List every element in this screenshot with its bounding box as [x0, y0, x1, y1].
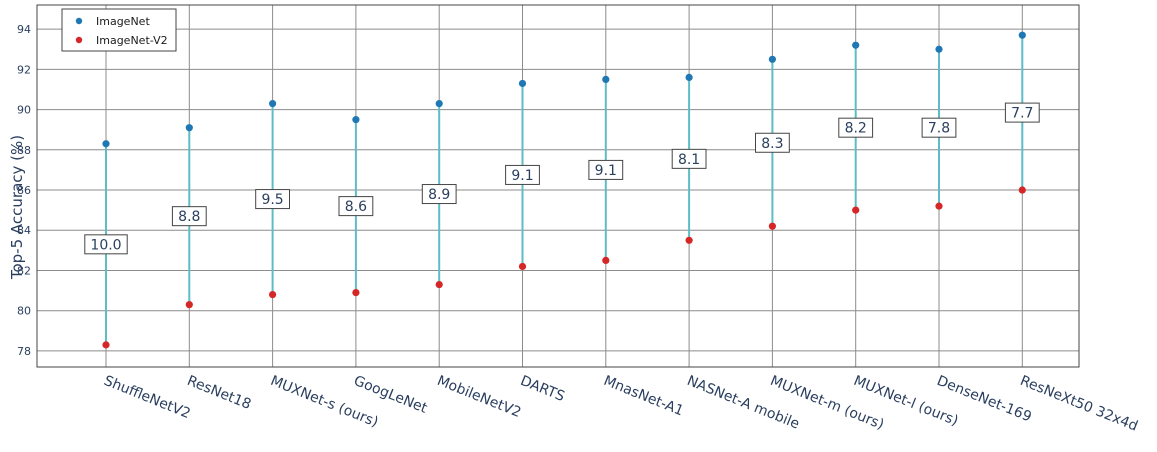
point-imagenet [768, 55, 777, 63]
y-tick-label: 92 [17, 63, 31, 76]
legend-marker-imagenet-v2 [75, 36, 83, 44]
gap-label-text: 9.5 [261, 192, 283, 208]
x-tick-label: DARTS [518, 373, 567, 405]
gap-label: 9.1 [505, 164, 540, 185]
gap-label-box [921, 117, 957, 138]
gap-label: 8.1 [671, 148, 707, 169]
legend-box [61, 8, 177, 52]
y-axis-title: Top-5 Accuracy (%) [8, 135, 26, 280]
y-tick-label: 84 [17, 224, 31, 237]
gap-label-text: 8.9 [428, 187, 450, 203]
gap-label: 9.5 [255, 189, 290, 210]
y-tick-label: 78 [17, 345, 31, 358]
point-imagenet-v2 [185, 301, 193, 309]
point-imagenet-v2 [435, 280, 443, 289]
point-imagenet [435, 99, 443, 108]
point-imagenet [1018, 31, 1026, 39]
y-tick-label: 94 [17, 23, 31, 36]
x-tick-label: MnasNet-A1 [601, 373, 685, 420]
point-imagenet-v2 [1018, 186, 1026, 194]
gap-label-box [421, 184, 457, 205]
gap-label-box [588, 159, 624, 180]
point-imagenet-v2 [269, 291, 277, 299]
x-tick-label: ResNet18 [185, 373, 253, 413]
gap-label: 8.9 [421, 184, 457, 205]
gap-label: 10.0 [84, 234, 128, 255]
point-imagenet [269, 99, 277, 108]
gap-label-text: 8.2 [845, 121, 867, 137]
gap-label: 9.1 [588, 159, 624, 180]
legend: ImageNet ImageNet-V2 [61, 8, 177, 52]
gap-label-box [1004, 102, 1040, 123]
point-imagenet-v2 [352, 288, 360, 297]
y-tick-label: 90 [17, 104, 31, 117]
y-tick-label: 80 [17, 305, 31, 318]
point-imagenet-v2 [935, 202, 943, 210]
gap-label-text: 7.7 [1011, 106, 1033, 122]
point-imagenet-v2 [602, 256, 610, 265]
gap-labels: 10.0 8.8 9.5 8.6 8.9 9.1 9.1 8.1 8.3 8.2 7.8 7.7 [84, 102, 1040, 255]
gap-label: 8.3 [755, 132, 790, 153]
gap-label: 8.8 [171, 206, 207, 227]
plot-area [37, 5, 1079, 367]
point-imagenet-v2 [518, 262, 527, 271]
y-tick-label: 86 [17, 184, 31, 197]
y-tick-labels: 78 80 82 84 86 88 90 92 94 [17, 23, 31, 358]
gap-label-text: 8.3 [761, 136, 783, 152]
point-imagenet [102, 140, 110, 148]
point-imagenet [352, 116, 360, 124]
y-tick-label: 88 [17, 144, 31, 157]
gap-label: 7.7 [1004, 102, 1040, 123]
gap-label-text: 8.8 [178, 209, 200, 225]
x-tick-label: ShuffleNetV2 [102, 373, 193, 422]
gap-label-box [338, 196, 374, 217]
gap-label-text: 8.6 [345, 199, 367, 215]
x-tick-label: MobileNetV2 [435, 373, 523, 421]
gap-label-text: 8.1 [678, 152, 700, 168]
point-imagenet [602, 75, 610, 84]
point-imagenet [852, 41, 860, 49]
data-points [102, 31, 1026, 349]
gap-label-box [84, 234, 128, 255]
gap-label: 8.2 [838, 117, 874, 138]
gap-label-box [755, 132, 790, 153]
point-imagenet-v2 [768, 222, 777, 230]
gap-label-box [171, 206, 207, 227]
point-imagenet [685, 73, 693, 81]
gap-label-text: 7.8 [928, 121, 950, 137]
gap-label-text: 9.1 [595, 163, 617, 179]
legend-label-imagenet: ImageNet [96, 15, 150, 28]
legend-marker-imagenet [75, 17, 83, 25]
plot-frame [36, 4, 1080, 368]
point-imagenet [935, 45, 943, 53]
legend-label-imagenet-v2: ImageNet-V2 [96, 34, 168, 47]
x-tick-label: ResNeXt50 32x4d [1018, 373, 1140, 435]
point-imagenet-v2 [685, 236, 693, 244]
gap-label-box [671, 148, 707, 169]
gap-label: 7.8 [921, 117, 957, 138]
point-imagenet-v2 [852, 206, 860, 214]
gap-label-box [838, 117, 874, 138]
gap-label-box [255, 189, 290, 210]
gap-label-text: 9.1 [511, 168, 533, 184]
point-imagenet-v2 [102, 341, 110, 349]
gap-label-text: 10.0 [90, 237, 121, 253]
gap-label-box [505, 164, 540, 185]
gap-label: 8.6 [338, 196, 374, 217]
y-tick-label: 82 [17, 264, 31, 277]
point-imagenet [185, 124, 193, 132]
point-imagenet [518, 79, 527, 88]
